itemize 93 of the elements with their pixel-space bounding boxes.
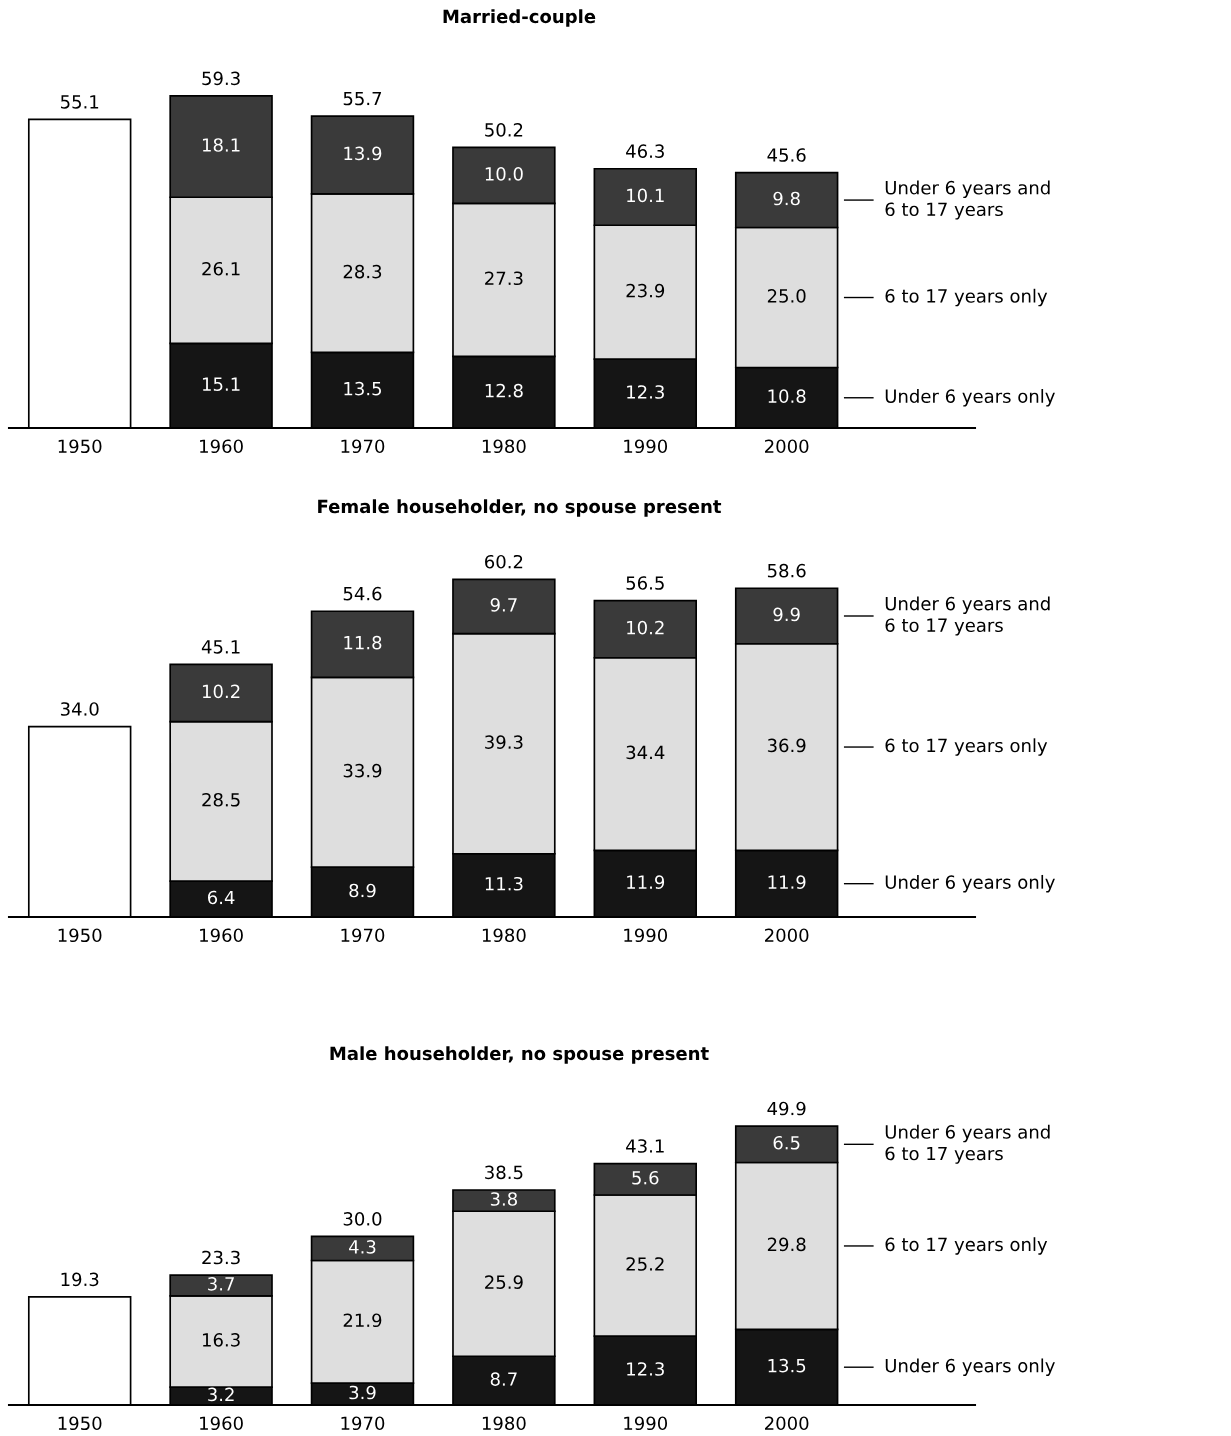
data-label: 10.2 xyxy=(202,684,240,699)
data-label: 23.9 xyxy=(626,283,665,298)
data-label: 10.0 xyxy=(485,167,523,181)
x-tick-label: 1950 xyxy=(58,1416,102,1431)
data-label: 9.8 xyxy=(773,191,800,206)
x-tick-label: 1980 xyxy=(482,928,526,943)
chart-title: Married-couple xyxy=(443,9,596,27)
data-label: 28.3 xyxy=(343,264,382,279)
data-label: 3.2 xyxy=(208,1387,234,1402)
total-label: 50.2 xyxy=(485,123,523,137)
data-label: 3.7 xyxy=(208,1277,234,1291)
total-label: 55.7 xyxy=(343,91,382,106)
data-label: 12.3 xyxy=(627,1362,664,1376)
data-label: 15.1 xyxy=(202,377,240,391)
data-label: 11.9 xyxy=(627,875,665,889)
x-tick-label: 2000 xyxy=(765,928,809,943)
legend-label: 6 to 17 years only xyxy=(885,288,1048,307)
x-tick-label: 2000 xyxy=(765,1416,809,1431)
total-label: 56.5 xyxy=(626,576,664,590)
data-label: 13.5 xyxy=(344,381,382,396)
total-label: 45.1 xyxy=(201,640,240,654)
data-label: 6.5 xyxy=(773,1135,800,1150)
total-label: 45.6 xyxy=(767,148,806,162)
x-tick-label: 1970 xyxy=(341,1416,385,1431)
total-label: 55.1 xyxy=(60,95,99,109)
data-label: 28.5 xyxy=(202,792,240,807)
legend-label: Under 6 years only xyxy=(885,389,1055,407)
legend-label: Under 6 years and 6 to 17 years xyxy=(885,180,1050,220)
x-tick-label: 2000 xyxy=(765,439,809,454)
data-label: 29.8 xyxy=(767,1237,806,1252)
data-label: 34.4 xyxy=(626,745,665,760)
data-label: 21.9 xyxy=(343,1313,382,1328)
data-label: 6.4 xyxy=(207,890,235,905)
data-label: 10.8 xyxy=(768,389,806,403)
total-label: 23.3 xyxy=(202,1250,240,1265)
total-label: 30.0 xyxy=(343,1212,382,1226)
data-label: 12.3 xyxy=(627,385,664,399)
data-label: 10.1 xyxy=(627,188,664,203)
legend-label: Under 6 years and 6 to 17 years xyxy=(885,596,1050,636)
chart-title: Male householder, no spouse present xyxy=(330,1046,709,1064)
data-label: 25.2 xyxy=(626,1257,664,1271)
data-label: 16.3 xyxy=(202,1333,240,1347)
data-label: 18.1 xyxy=(202,138,240,152)
data-label: 25.9 xyxy=(485,1275,523,1289)
x-tick-label: 1950 xyxy=(58,439,102,454)
chart-title: Female householder, no spouse present xyxy=(318,499,722,517)
legend-label: Under 6 years only xyxy=(885,874,1055,893)
total-label: 59.3 xyxy=(202,71,240,86)
legend-label: Under 6 years only xyxy=(885,1358,1055,1376)
x-tick-label: 1960 xyxy=(200,928,243,943)
x-tick-label: 1990 xyxy=(624,928,668,943)
data-label: 26.1 xyxy=(202,261,240,276)
x-tick-label: 1990 xyxy=(624,439,668,454)
data-label: 39.3 xyxy=(485,735,523,749)
x-tick-label: 1950 xyxy=(58,928,102,943)
x-tick-label: 1990 xyxy=(624,1416,668,1431)
total-label: 46.3 xyxy=(626,144,664,158)
legend-label: 6 to 17 years only xyxy=(885,738,1048,756)
data-label: 12.8 xyxy=(485,383,523,398)
total-label: 34.0 xyxy=(60,702,99,716)
data-label: 4.3 xyxy=(349,1240,376,1254)
x-tick-label: 1960 xyxy=(200,439,243,454)
x-tick-label: 1970 xyxy=(341,928,385,943)
data-label: 9.9 xyxy=(773,607,800,622)
data-label: 3.8 xyxy=(490,1192,517,1206)
legend-label: 6 to 17 years only xyxy=(885,1237,1048,1255)
x-tick-label: 1980 xyxy=(482,439,526,454)
data-label: 9.7 xyxy=(490,598,517,612)
total-label: 38.5 xyxy=(485,1165,523,1180)
total-label: 43.1 xyxy=(626,1139,664,1153)
data-label: 36.9 xyxy=(767,738,806,753)
total-label: 49.9 xyxy=(767,1101,806,1116)
x-tick-label: 1960 xyxy=(200,1416,243,1431)
data-label: 11.8 xyxy=(344,635,382,650)
data-label: 3.9 xyxy=(349,1385,376,1400)
data-label: 25.0 xyxy=(767,289,806,303)
data-label: 33.9 xyxy=(343,763,382,778)
total-label: 58.6 xyxy=(767,563,806,578)
data-label: 27.3 xyxy=(485,271,523,286)
data-label: 11.3 xyxy=(485,876,523,891)
data-label: 11.9 xyxy=(768,875,806,889)
data-label: 8.7 xyxy=(490,1372,517,1386)
data-label: 10.2 xyxy=(627,620,664,635)
legend-label: Under 6 years and 6 to 17 years xyxy=(885,1124,1050,1164)
x-tick-label: 1980 xyxy=(482,1416,526,1431)
total-label: 54.6 xyxy=(343,586,382,601)
x-tick-label: 1970 xyxy=(341,439,385,454)
data-label: 5.6 xyxy=(632,1170,659,1185)
total-label: 60.2 xyxy=(485,554,523,569)
total-label: 19.3 xyxy=(61,1272,99,1287)
data-label: 8.9 xyxy=(349,883,376,898)
data-label: 13.9 xyxy=(344,146,382,161)
data-label: 13.5 xyxy=(768,1358,806,1373)
